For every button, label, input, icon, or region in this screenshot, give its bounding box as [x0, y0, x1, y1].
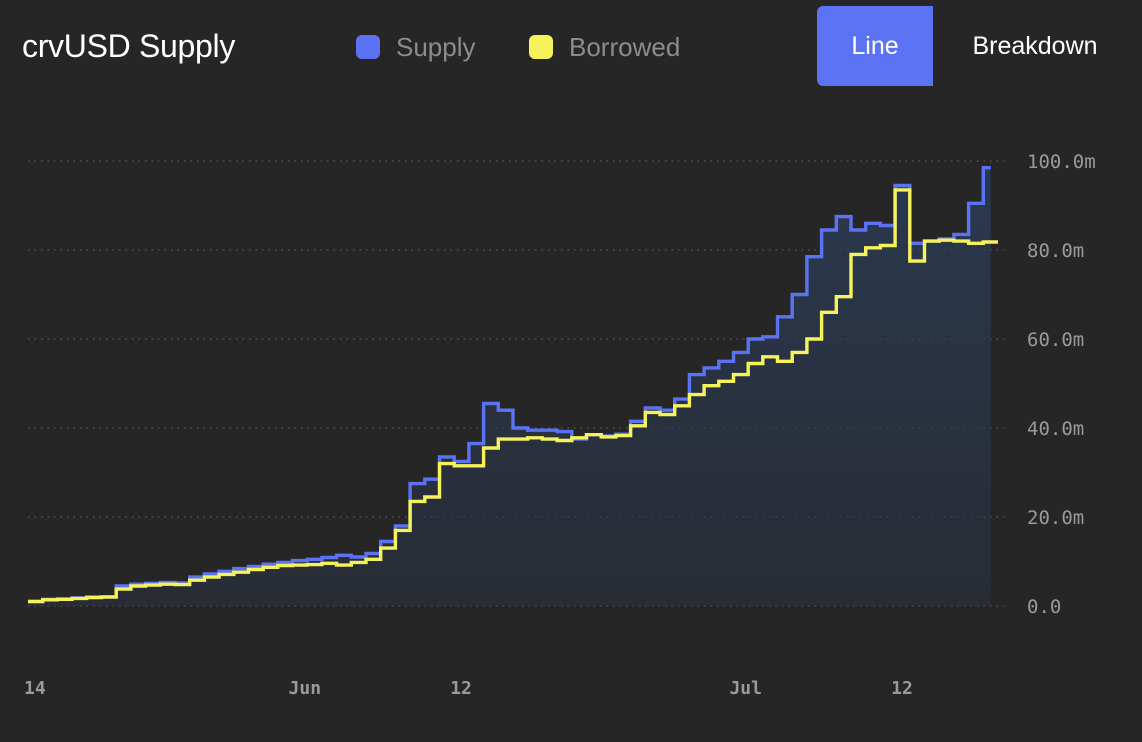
chart-header: crvUSD Supply Supply Borrowed Line Break…	[0, 0, 1142, 100]
legend-label-supply: Supply	[396, 31, 476, 62]
legend-swatch-supply	[356, 35, 380, 59]
y-tick-label: 100.0m	[1027, 151, 1096, 173]
chart-series	[28, 166, 998, 604]
x-tick-label: Jul	[729, 678, 762, 699]
x-tick-label: 12	[891, 678, 913, 699]
y-tick-label: 20.0m	[1027, 507, 1084, 529]
y-tick-label: 80.0m	[1027, 240, 1084, 262]
y-tick-label: 0.0	[1027, 596, 1061, 618]
x-axis: 14 Jun 12 Jul 12	[24, 678, 913, 699]
legend-label-borrowed: Borrowed	[569, 31, 681, 62]
chart-title: crvUSD Supply	[22, 28, 236, 64]
x-tick-label: Jun	[289, 678, 322, 699]
supply-area	[28, 167, 991, 606]
x-tick-label: 12	[450, 678, 472, 699]
y-tick-label: 40.0m	[1027, 418, 1084, 440]
legend-item-borrowed[interactable]: Borrowed	[529, 31, 681, 62]
tab-breakdown[interactable]: Breakdown	[972, 31, 1098, 60]
y-axis: 0.0 20.0m 40.0m 60.0m 80.0m 100.0m	[1027, 151, 1096, 618]
legend-swatch-borrowed	[529, 35, 553, 59]
tab-line[interactable]: Line	[817, 6, 933, 86]
series-line-borrowed	[28, 188, 998, 604]
x-tick-label: 14	[24, 678, 46, 699]
legend-item-supply[interactable]: Supply	[356, 31, 476, 62]
chart-area-fill	[28, 167, 991, 606]
y-tick-label: 60.0m	[1027, 329, 1084, 351]
